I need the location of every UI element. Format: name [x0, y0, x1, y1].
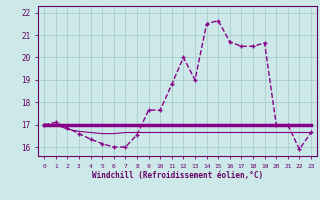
X-axis label: Windchill (Refroidissement éolien,°C): Windchill (Refroidissement éolien,°C)	[92, 171, 263, 180]
